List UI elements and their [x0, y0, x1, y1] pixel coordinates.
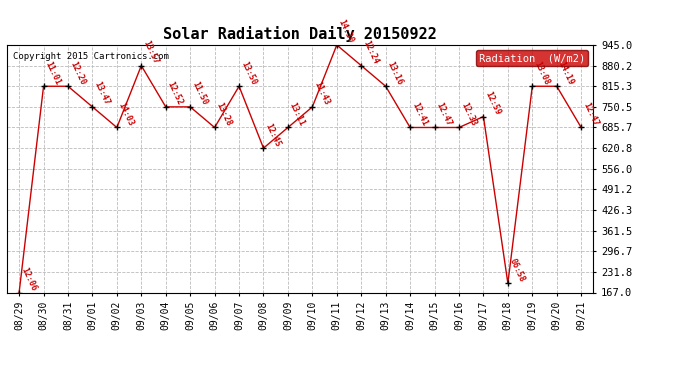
Text: 13:57: 13:57: [141, 39, 160, 66]
Text: 14:03: 14:03: [117, 101, 136, 128]
Text: 12:52: 12:52: [166, 80, 184, 107]
Text: 13:47: 13:47: [92, 80, 111, 107]
Text: 12:47: 12:47: [581, 101, 600, 128]
Text: 14:30: 14:30: [337, 18, 355, 45]
Text: 12:33: 12:33: [459, 101, 477, 128]
Text: 13:08: 13:08: [532, 60, 551, 86]
Text: 13:11: 13:11: [288, 101, 306, 128]
Text: 11:01: 11:01: [43, 60, 62, 86]
Text: 12:45: 12:45: [264, 122, 282, 148]
Title: Solar Radiation Daily 20150922: Solar Radiation Daily 20150922: [164, 27, 437, 42]
Text: 12:47: 12:47: [435, 101, 453, 128]
Text: 13:16: 13:16: [386, 60, 404, 86]
Text: 14:19: 14:19: [557, 60, 575, 86]
Text: 11:50: 11:50: [190, 80, 209, 107]
Text: 13:50: 13:50: [239, 60, 258, 86]
Text: 06:58: 06:58: [508, 257, 526, 283]
Text: 12:24: 12:24: [362, 39, 380, 66]
Text: Copyright 2015 Cartronics.com: Copyright 2015 Cartronics.com: [13, 53, 168, 62]
Text: 12:41: 12:41: [410, 101, 429, 128]
Legend: Radiation  (W/m2): Radiation (W/m2): [475, 50, 588, 66]
Text: 12:59: 12:59: [484, 90, 502, 117]
Text: 12:20: 12:20: [68, 60, 87, 86]
Text: 12:06: 12:06: [19, 266, 38, 292]
Text: 11:43: 11:43: [313, 80, 331, 107]
Text: 13:28: 13:28: [215, 101, 233, 128]
